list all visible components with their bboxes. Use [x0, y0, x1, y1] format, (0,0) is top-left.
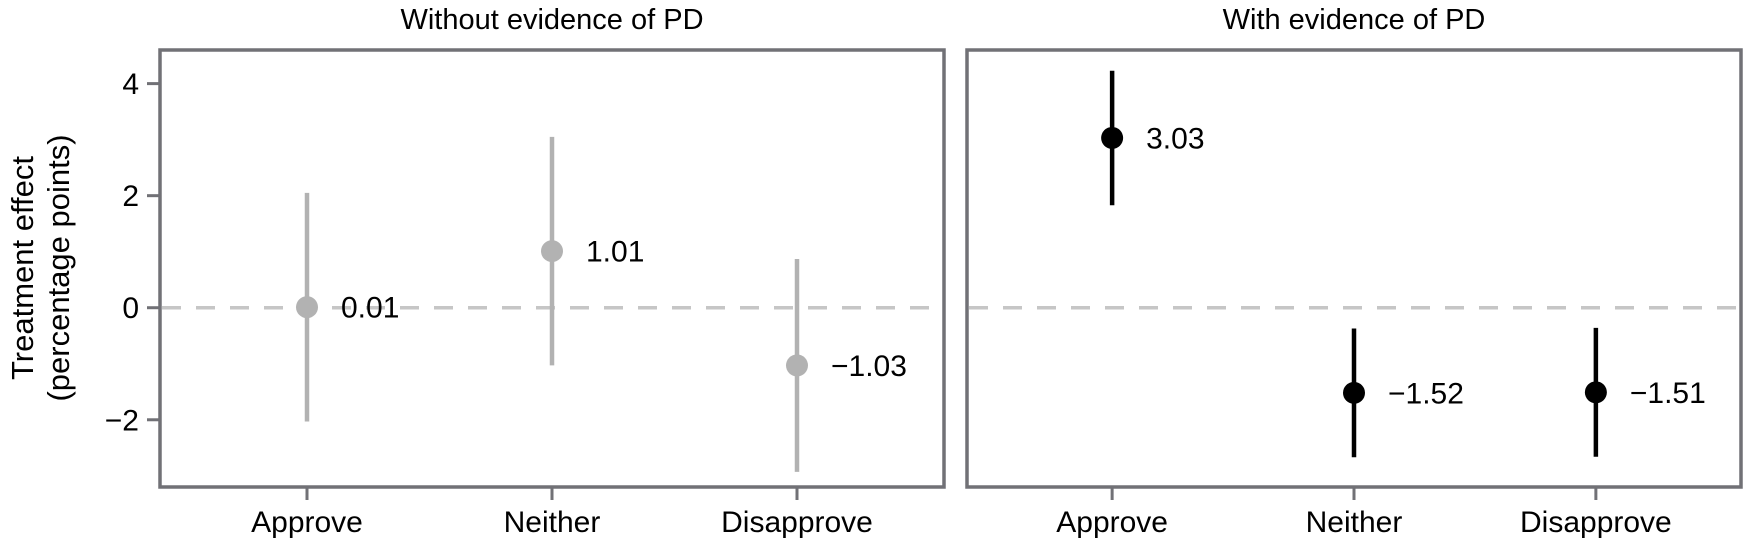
- y-axis-tick-label: 2: [122, 180, 139, 213]
- panel-border-without-pd: [158, 48, 946, 489]
- point-estimate-value-label: 1.01: [586, 236, 644, 269]
- point-estimate-value-label: −1.03: [831, 350, 907, 383]
- point-estimate-value-label: 0.01: [341, 292, 399, 325]
- point-estimate-value-label: −1.51: [1630, 377, 1706, 410]
- y-axis-label-line1: Treatment effect: [5, 156, 40, 381]
- x-axis-category-label: Approve: [1056, 506, 1168, 539]
- y-axis-tick-label: 4: [122, 68, 139, 101]
- y-axis-label: Treatment effect (percentage points): [5, 134, 77, 401]
- point-estimate-marker: [1343, 381, 1365, 404]
- x-axis-category-label: Disapprove: [1520, 506, 1672, 539]
- point-estimate-marker: [541, 240, 563, 263]
- y-axis-tick-label: −2: [105, 404, 139, 437]
- panel-title-without-pd: Without evidence of PD: [400, 4, 704, 36]
- point-estimate-marker: [786, 354, 808, 377]
- point-estimate-value-label: −1.52: [1388, 377, 1464, 410]
- point-estimate-marker: [1584, 381, 1607, 404]
- x-axis-category-label: Approve: [251, 506, 363, 539]
- point-estimate-marker: [1101, 126, 1124, 149]
- x-axis-category-label: Neither: [1306, 506, 1403, 539]
- panel-title-with-pd: With evidence of PD: [1222, 4, 1486, 36]
- y-axis-tick-label: 0: [122, 292, 139, 325]
- panel-border-with-pd: [965, 48, 1743, 489]
- x-axis-category-label: Disapprove: [721, 506, 873, 539]
- point-estimate-value-label: 3.03: [1146, 122, 1204, 155]
- y-axis-label-line2: (percentage points): [41, 134, 76, 402]
- x-axis-category-label: Neither: [504, 506, 601, 539]
- point-estimate-marker: [296, 296, 318, 319]
